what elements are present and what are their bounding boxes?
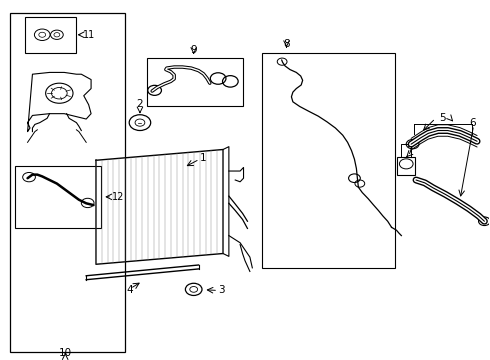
Bar	[147, 58, 243, 107]
Text: 4: 4	[127, 285, 133, 295]
Text: 1: 1	[200, 153, 207, 163]
Text: 10: 10	[59, 347, 72, 357]
Bar	[262, 53, 395, 268]
Text: 12: 12	[112, 192, 124, 202]
Bar	[10, 13, 125, 352]
Bar	[397, 157, 415, 175]
Bar	[15, 166, 101, 228]
Text: 3: 3	[218, 285, 225, 296]
Text: 2: 2	[137, 99, 143, 109]
Text: 5: 5	[440, 113, 446, 123]
Text: 11: 11	[83, 30, 95, 40]
Bar	[25, 17, 76, 53]
Text: 9: 9	[191, 45, 197, 55]
Text: 6: 6	[469, 118, 475, 128]
Text: 7: 7	[406, 146, 413, 156]
Text: 8: 8	[283, 40, 290, 49]
